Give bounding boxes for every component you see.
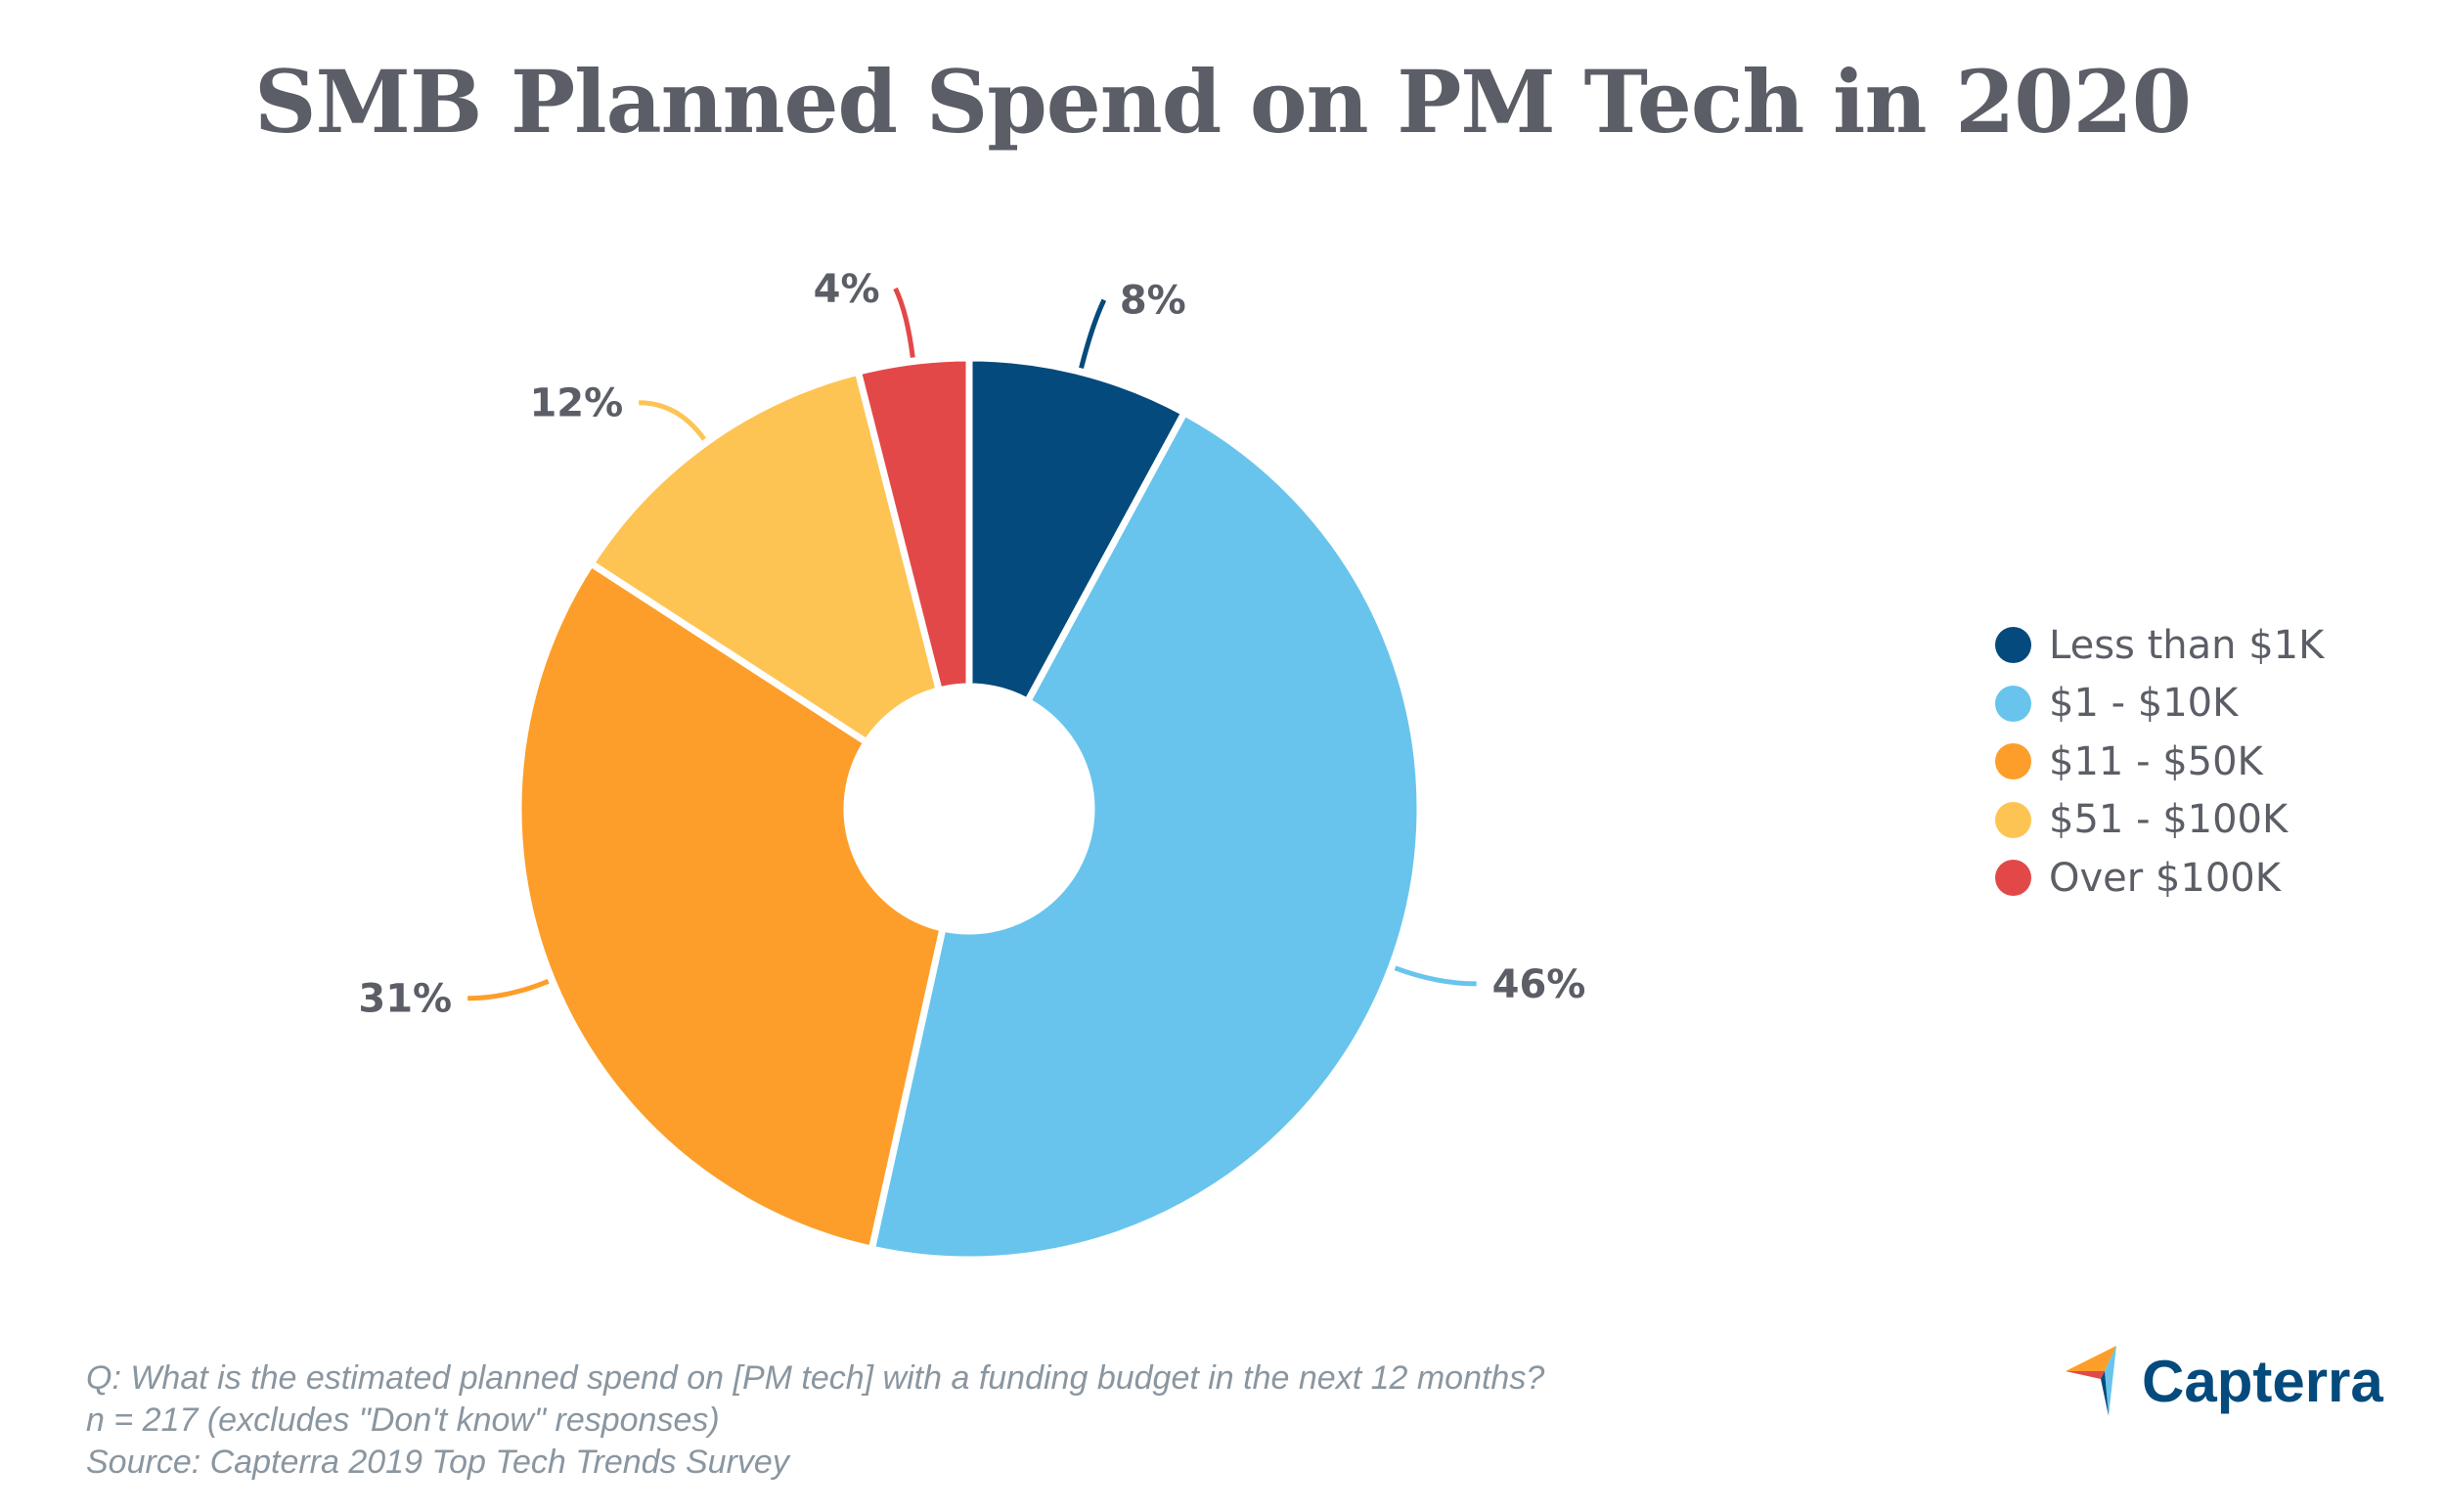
legend-item: Over $100K (1995, 849, 2324, 908)
leader-line-0 (1079, 298, 1107, 369)
legend-item: $51 - $100K (1995, 791, 2324, 850)
slice-3 (586, 367, 944, 747)
legend: Less than $1K $1 - $10K $11 - $50K $51 - $1… (1995, 616, 2324, 908)
legend-label: $1 - $10K (2049, 681, 2239, 727)
legend-swatch (1995, 860, 2031, 897)
footnote-source: Source: Capterra 2019 Top Tech Trends Su… (86, 1444, 789, 1481)
footnotes: Q: What is the estimated planned spend o… (86, 1357, 1544, 1484)
legend-label: Over $100K (2049, 855, 2281, 901)
chart-title: SMB Planned Spend on PM Tech in 2020 (253, 51, 2192, 153)
data-label-2: 31% (358, 977, 452, 1022)
leader-line-3 (639, 400, 707, 441)
legend-swatch (1995, 743, 2031, 780)
slice-1 (867, 408, 1424, 1264)
leader-line-2 (467, 978, 550, 1001)
leader-line-1 (1394, 965, 1477, 987)
slice-2 (514, 558, 948, 1254)
data-label-3: 12% (529, 381, 623, 426)
slice-4 (854, 354, 973, 695)
legend-item: Less than $1K (1995, 616, 2324, 675)
logo-text: Capterra (2142, 1348, 2383, 1414)
legend-label: Less than $1K (2049, 622, 2325, 668)
legend-swatch (1995, 685, 2031, 722)
footnote-question: Q: What is the estimated planned spend o… (86, 1359, 1545, 1397)
data-label-4: 4% (814, 267, 880, 312)
footnote-sample: n = 217 (excludes "Don't know" responses… (86, 1401, 720, 1439)
slice-0 (965, 354, 1189, 706)
legend-swatch (1995, 801, 2031, 838)
leader-line-4 (893, 287, 915, 358)
capterra-logo: Capterra (2066, 1346, 2383, 1416)
data-label-1: 46% (1492, 962, 1586, 1007)
legend-swatch (1995, 627, 2031, 664)
data-label-0: 8% (1120, 279, 1186, 324)
legend-label: $51 - $100K (2049, 797, 2289, 843)
legend-item: $1 - $10K (1995, 675, 2324, 734)
legend-item: $11 - $50K (1995, 733, 2324, 791)
legend-label: $11 - $50K (2049, 738, 2263, 784)
capterra-arrow-icon (2066, 1346, 2116, 1416)
